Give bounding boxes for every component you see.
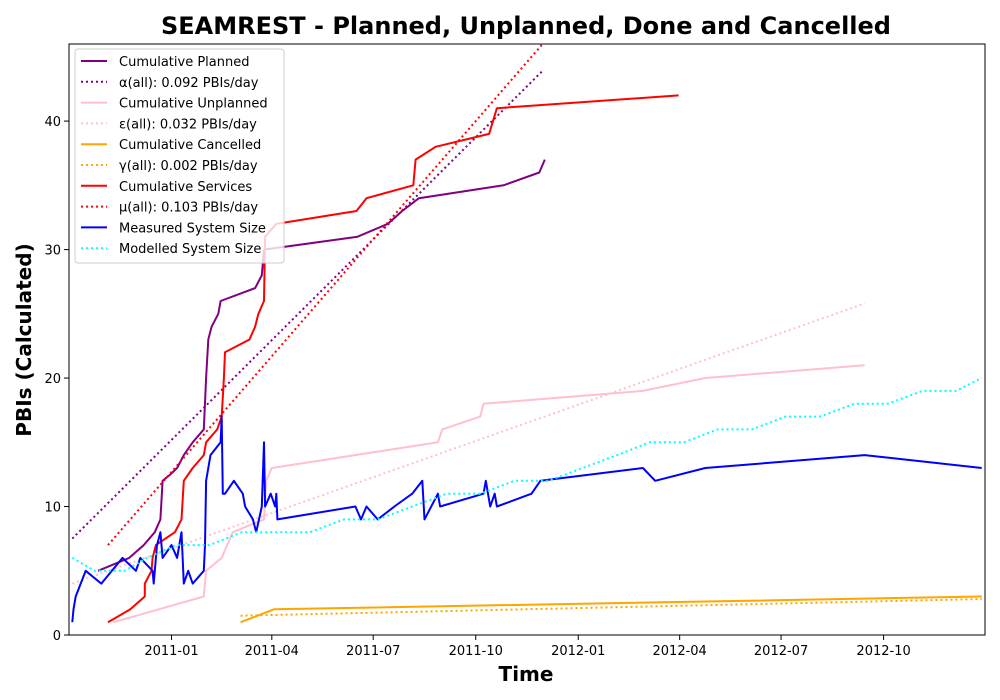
y-axis: 0 10 20 30 40 [44, 115, 69, 644]
series-line-all-0-103-pbis-day [107, 44, 544, 546]
legend-label-cumulative-cancelled: Cumulative Cancelled [119, 138, 261, 153]
series-line-cumulative-services [107, 94, 679, 624]
plot-frame [68, 43, 986, 636]
legend-label-all-0-002-pbis-day: γ(all): 0.002 PBIs/day [119, 159, 258, 174]
y-tick-label: 20 [44, 372, 61, 387]
legend-box [74, 48, 285, 264]
y-axis-title: PBIs (Calculated) [12, 243, 36, 436]
legend: Cumulative Planned α(all): 0.092 PBIs/day… [74, 48, 285, 264]
x-tick-label: 2012-04 [653, 644, 707, 659]
legend-label-all-0-032-pbis-day: ε(all): 0.032 PBIs/day [119, 117, 257, 132]
x-tick-label: 2011-04 [245, 644, 299, 659]
y-tick-label: 30 [44, 244, 61, 259]
x-tick-label: 2012-10 [856, 644, 910, 659]
legend-label-all-0-092-pbis-day: α(all): 0.092 PBIs/day [119, 76, 259, 91]
x-axis: 2011-01 2011-04 2011-07 2011-10 2012-01 2012-… [144, 635, 911, 659]
y-tick-label: 40 [44, 115, 61, 130]
y-tick-label: 10 [44, 501, 61, 516]
x-tick-label: 2011-01 [144, 644, 198, 659]
series-line-cumulative-cancelled [240, 595, 982, 624]
series-line-all-0-002-pbis-day [240, 598, 982, 617]
series-layer [71, 44, 983, 624]
series-line-measured-system-size [71, 415, 982, 623]
legend-label-modelled-system-size: Modelled System Size [119, 242, 261, 257]
series-line-all-0-092-pbis-day [71, 68, 545, 540]
chart-title: SEAMREST - Planned, Unplanned, Done and … [161, 12, 891, 40]
x-axis-title: Time [499, 662, 554, 686]
series-line-cumulative-unplanned [113, 364, 865, 624]
series-line-modelled-system-size [71, 377, 983, 572]
y-tick-label: 0 [53, 629, 61, 644]
x-tick-label: 2012-07 [754, 644, 808, 659]
legend-label-cumulative-planned: Cumulative Planned [119, 55, 249, 70]
legend-label-measured-system-size: Measured System Size [119, 221, 266, 236]
x-tick-label: 2012-01 [551, 644, 605, 659]
legend-label-cumulative-services: Cumulative Services [119, 180, 252, 195]
legend-label-cumulative-unplanned: Cumulative Unplanned [119, 97, 268, 112]
legend-label-all-0-103-pbis-day: μ(all): 0.103 PBIs/day [119, 201, 258, 216]
x-tick-label: 2011-10 [449, 644, 503, 659]
x-tick-label: 2011-07 [346, 644, 400, 659]
